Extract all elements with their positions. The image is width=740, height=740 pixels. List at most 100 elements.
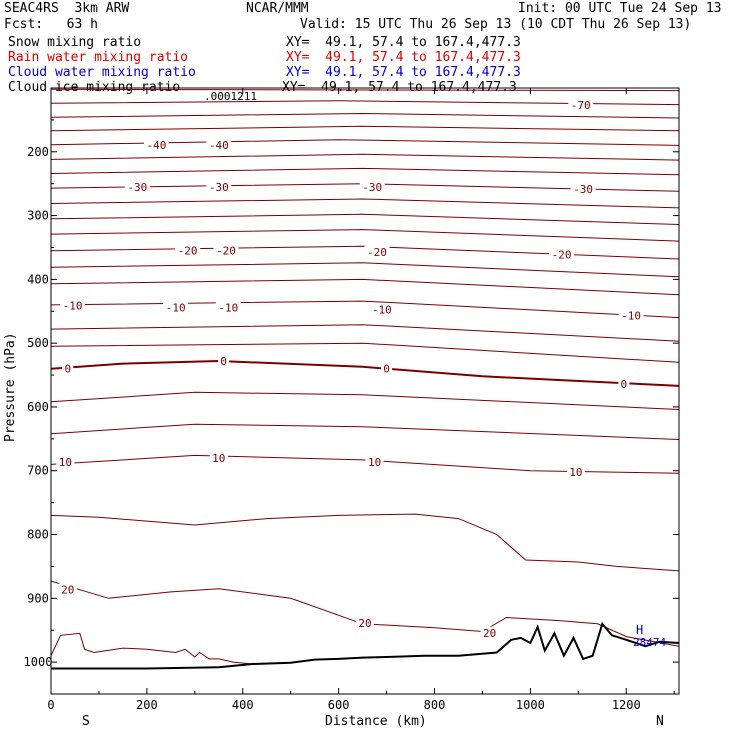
isotherm-label: -30: [573, 183, 593, 196]
isotherm-label: -10: [166, 301, 186, 314]
isotherm-line: [51, 88, 679, 92]
isotherm-label: -10: [621, 310, 641, 323]
isotherm-label: 10: [569, 466, 582, 479]
isotherm-label: -20: [367, 246, 387, 259]
isotherm-label: 10: [368, 456, 381, 469]
isotherm-line: [51, 278, 679, 296]
y-axis-label: Pressure (hPa): [3, 332, 18, 442]
isotherm-line: [51, 167, 679, 176]
x-axis-label: Distance (km): [325, 714, 427, 729]
y-tick-label: 300: [27, 209, 49, 223]
isotherm-label: -30: [209, 181, 229, 194]
model-title: SEAC4RS 3km ARW: [4, 1, 130, 16]
isotherm-label-bg: [618, 309, 644, 322]
overlap-label: .0001211: [204, 90, 257, 103]
isotherm-label-bg: [163, 301, 189, 314]
isotherm-line: [51, 580, 679, 647]
forecast-hour: Fcst: 63 h: [4, 17, 98, 32]
isotherm-label: -20: [216, 245, 236, 258]
field-cloudwater-name: Cloud water mixing ratio: [8, 65, 196, 80]
surface-pressure-line: [51, 621, 679, 670]
x-tick-label: 1200: [612, 698, 641, 712]
isotherm-line: [51, 153, 679, 161]
isotherm-label: -10: [218, 301, 238, 314]
x-tick-label: 0: [47, 698, 54, 712]
isotherm-label: -30: [127, 181, 147, 194]
field-snow-name: Snow mixing ratio: [8, 35, 142, 50]
x-tick-label: 1000: [516, 698, 545, 712]
isotherm-label-bg: [206, 180, 232, 193]
isotherm-label: -70: [571, 99, 591, 112]
isotherm-label-bg: [124, 180, 150, 193]
field-cloudwater-xy: XY= 49.1, 57.4 to 167.4,477.3: [286, 65, 521, 80]
isotherm-label-bg: [365, 455, 384, 468]
x-tick-label: 200: [136, 698, 158, 712]
high-marker-letter: H: [636, 623, 643, 637]
x-axis-start-label: S: [82, 714, 90, 729]
x-tick-label: 400: [232, 698, 254, 712]
isotherm-label: -10: [63, 300, 83, 313]
high-marker-value: 28474: [633, 636, 666, 649]
isotherm-label-bg: [566, 466, 585, 479]
isotherm-line: [51, 125, 679, 132]
y-tick-label: 500: [27, 336, 49, 350]
isotherm-line: [51, 423, 679, 440]
isotherm-label: 0: [220, 355, 227, 368]
isotherm-label: -30: [362, 181, 382, 194]
x-tick-label: 600: [328, 698, 350, 712]
isotherm-label-bg: [356, 617, 374, 630]
init-time: Init: 00 UTC Tue 24 Sep 13: [518, 1, 722, 16]
moist-region-outline: [51, 632, 253, 665]
isotherm-label-bg: [618, 377, 630, 390]
x-axis-end-label: N: [656, 714, 664, 729]
isotherm-label-bg: [213, 244, 239, 257]
isotherm-line: [51, 391, 679, 410]
isotherm-line: [51, 342, 679, 363]
plot-frame: [50, 87, 680, 695]
isotherm-label: 0: [64, 363, 71, 376]
field-snow-xy: XY= 49.1, 57.4 to 167.4,477.3: [286, 35, 521, 50]
isotherm-label-bg: [568, 99, 594, 112]
isotherm-label-bg: [143, 138, 169, 151]
y-tick-label: 600: [27, 400, 49, 414]
isotherm-label-bg: [369, 303, 395, 316]
isotherm-label: -10: [372, 303, 392, 316]
isotherm-label-bg: [215, 301, 241, 314]
isotherm-line: [51, 229, 679, 242]
isotherm-label-bg: [60, 299, 86, 312]
y-tick-label: 400: [27, 272, 49, 286]
isotherm-line: [51, 262, 679, 278]
y-tick-label: 700: [27, 464, 49, 478]
isotherm-label: -20: [552, 248, 572, 261]
y-tick-label: 200: [27, 145, 49, 159]
isotherm-line: [51, 513, 679, 572]
isotherm-label-bg: [549, 248, 575, 261]
y-tick-label: 800: [27, 528, 49, 542]
isotherm-line: [51, 213, 679, 225]
isotherm-label-bg: [218, 355, 230, 368]
field-rain-xy: XY= 49.1, 57.4 to 167.4,477.3: [286, 50, 521, 65]
isotherm-label-bg: [206, 138, 232, 151]
isotherm-label: 20: [483, 627, 496, 640]
isotherm-line: [51, 100, 679, 106]
isotherm-label: 0: [383, 363, 390, 376]
isotherm-label: -40: [147, 139, 167, 152]
isotherm-label-bg: [209, 451, 228, 464]
isotherm-label-bg: [570, 182, 596, 195]
isotherm-line: [51, 300, 679, 319]
isotherm-label: -20: [178, 245, 198, 258]
valid-time: Valid: 15 UTC Thu 26 Sep 13 (10 CDT Thu …: [300, 17, 692, 32]
isotherm-label: -40: [209, 139, 229, 152]
isotherm-line: [51, 324, 679, 342]
isotherm-label-bg: [381, 362, 393, 375]
isotherm-label: 10: [212, 452, 225, 465]
plot-area: -70 -40 -40 -30 -30 -30 -30 -20 -20 -20 -20 -10 -10 -…: [51, 88, 679, 670]
isotherm-label-bg: [56, 455, 75, 468]
isotherm-label-bg: [480, 626, 499, 639]
x-tick-label: 800: [424, 698, 446, 712]
isotherm-line: [51, 198, 679, 209]
y-tick-label: 1000: [24, 655, 53, 669]
isotherm-label-bg: [62, 362, 74, 375]
